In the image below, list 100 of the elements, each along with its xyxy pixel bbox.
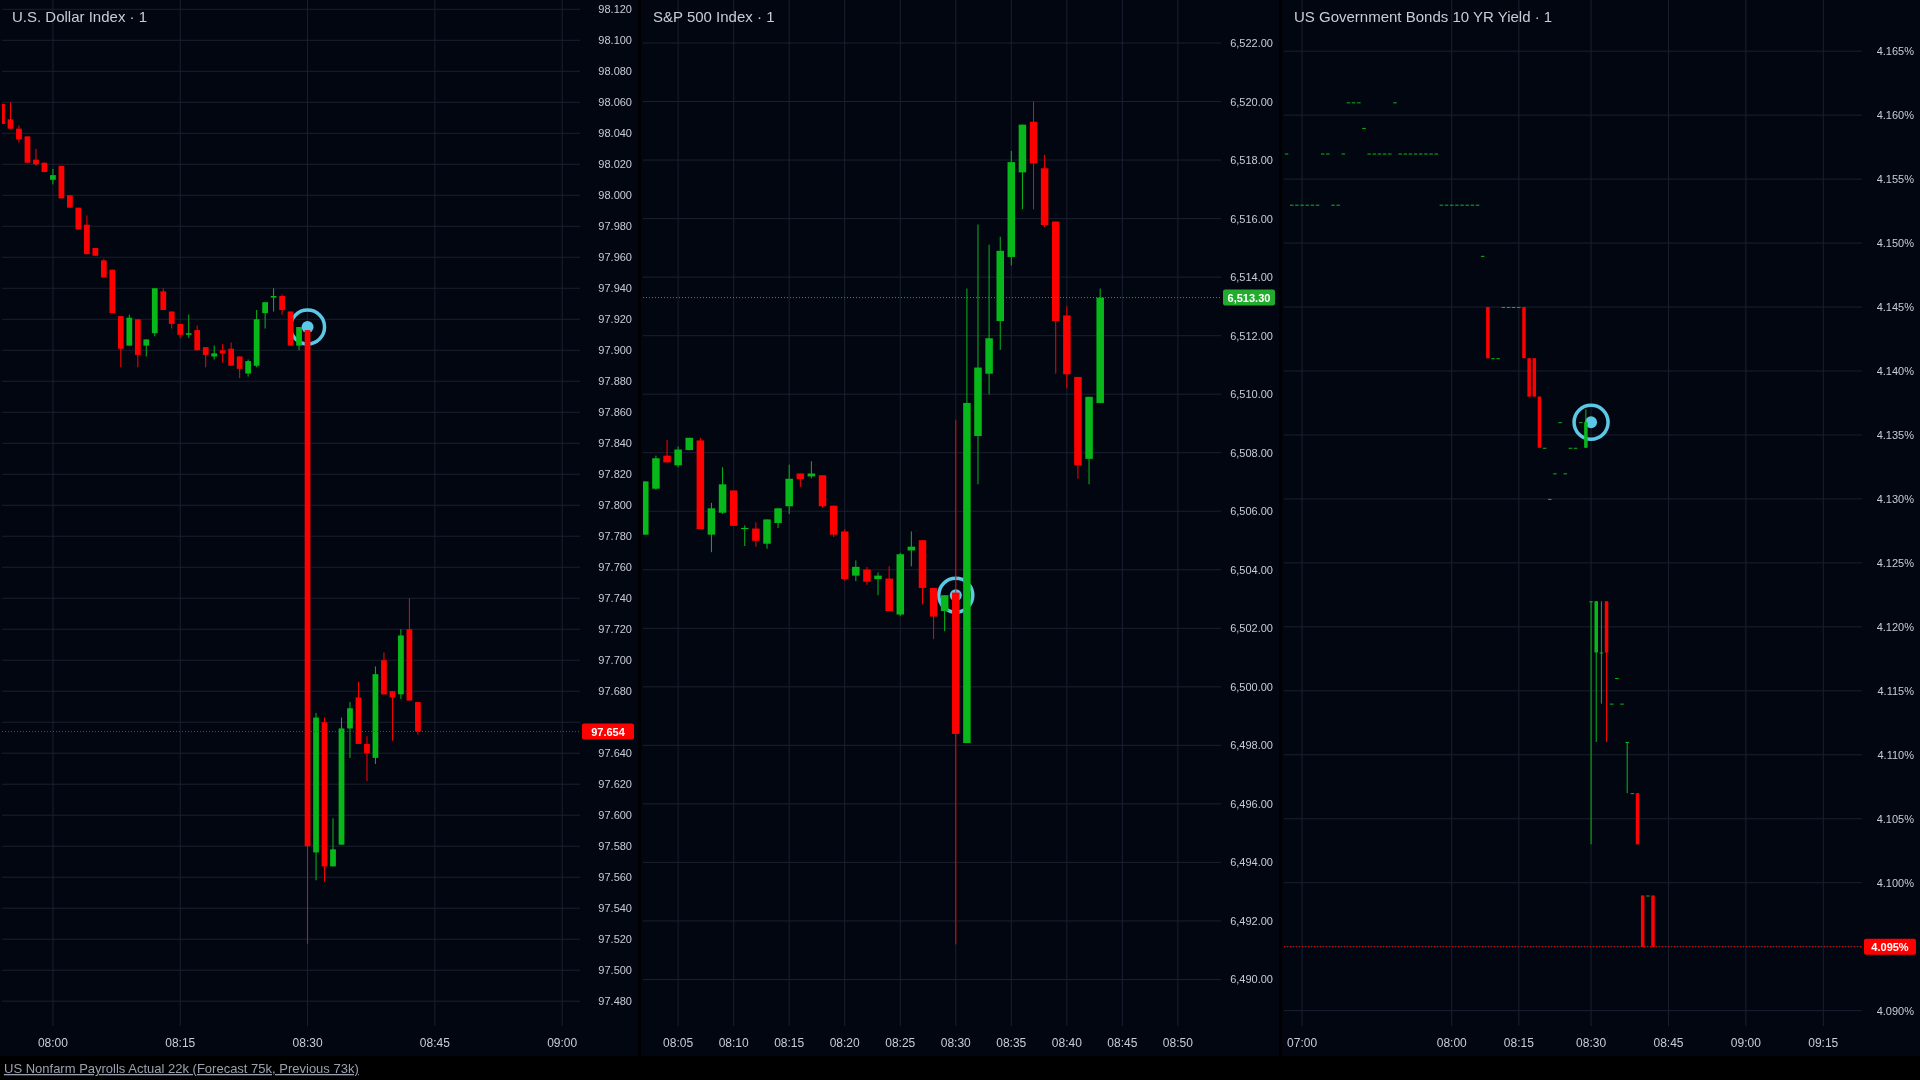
y-tick-label: 6,516.00	[1230, 212, 1273, 225]
candlestick	[279, 293, 285, 316]
x-tick-label: 08:30	[940, 1036, 972, 1050]
y-tick-label: 97.620	[598, 778, 632, 791]
y-tick-label: 6,520.00	[1230, 95, 1273, 108]
y-tick-label: 97.500	[598, 964, 632, 977]
ref-line-label: 4.095%	[1871, 940, 1909, 953]
y-tick-label: 4.165%	[1876, 45, 1915, 58]
x-tick-label: 08:15	[1503, 1036, 1535, 1050]
y-tick-label: 98.100	[598, 34, 632, 47]
candlestick	[852, 559, 860, 582]
ref-line-label: 6,513.30	[1227, 291, 1271, 304]
y-tick-label: 4.125%	[1876, 556, 1915, 569]
y-tick-label: 4.155%	[1876, 173, 1915, 186]
x-tick-label: 07:00	[1287, 1036, 1318, 1050]
x-tick-label: 08:35	[996, 1036, 1027, 1050]
y-tick-label: 98.060	[598, 96, 632, 109]
y-tick-label: 98.080	[598, 65, 632, 78]
y-tick-label: 4.140%	[1876, 365, 1915, 377]
x-tick-label: 08:45	[1107, 1036, 1138, 1050]
y-tick-label: 4.145%	[1876, 301, 1915, 314]
y-tick-label: 97.580	[598, 840, 632, 853]
text: US Government Bonds 10 YR Yield · 1	[1294, 8, 1553, 25]
candlestick	[50, 168, 56, 185]
y-tick-label: 98.040	[598, 127, 632, 140]
candlestick	[228, 342, 235, 367]
y-tick-label: 97.900	[598, 344, 632, 357]
candlestick	[202, 346, 209, 368]
y-tick-label: 97.680	[598, 685, 632, 698]
x-tick-label: 08:45	[1653, 1036, 1684, 1050]
y-tick-label: 97.720	[598, 623, 632, 636]
y-tick-label: 4.110%	[1877, 748, 1915, 761]
y-tick-label: 6,494.00	[1230, 856, 1273, 869]
candlestick	[270, 287, 277, 313]
y-tick-label: 4.100%	[1876, 876, 1915, 889]
y-tick-label: 97.740	[598, 592, 632, 605]
y-tick-label: 97.520	[598, 933, 632, 946]
candlestick	[774, 507, 782, 529]
y-tick-label: 6,518.00	[1230, 154, 1273, 167]
y-tick-label: 6,512.00	[1230, 329, 1273, 342]
candlestick	[7, 101, 14, 130]
y-tick-label: 97.980	[598, 220, 632, 233]
candlestick	[347, 701, 353, 759]
y-tick-label: 6,496.00	[1230, 797, 1273, 810]
x-tick-label: 08:40	[1051, 1036, 1083, 1050]
candlestick	[364, 735, 370, 782]
y-tick-label: 97.600	[598, 809, 632, 822]
y-tick-label: 6,514.00	[1230, 271, 1273, 284]
y-tick-label: 4.120%	[1876, 620, 1915, 633]
y-tick-label: 97.700	[598, 654, 632, 667]
y-tick-label: 6,490.00	[1230, 973, 1273, 986]
y-tick-label: 98.120	[598, 3, 632, 16]
x-tick-label: 08:05	[663, 1036, 694, 1050]
y-tick-label: 97.780	[598, 530, 632, 543]
candlestick	[874, 571, 882, 596]
y-tick-label: 4.105%	[1876, 812, 1915, 825]
candlestick	[262, 301, 268, 330]
candlestick	[185, 314, 192, 339]
candlestick	[296, 326, 302, 351]
y-tick-label: 4.150%	[1876, 237, 1915, 250]
y-tick-label: 98.000	[598, 189, 632, 202]
y-tick-label: 6,506.00	[1230, 505, 1273, 518]
ref-line-label: 97.654	[591, 725, 626, 738]
y-tick-label: 6,522.00	[1230, 37, 1273, 50]
y-tick-label: 97.540	[598, 902, 632, 915]
candlestick	[752, 521, 760, 548]
text: S&P 500 Index · 1	[653, 8, 775, 25]
y-tick-label: 97.920	[598, 313, 632, 326]
y-tick-label: 6,492.00	[1230, 914, 1273, 927]
x-tick-label: 08:30	[292, 1036, 323, 1050]
candlestick	[219, 343, 226, 364]
y-tick-label: 97.480	[598, 995, 632, 1008]
y-tick-label: 6,504.00	[1230, 563, 1273, 576]
y-tick-label: 97.860	[598, 406, 632, 419]
y-tick-label: 97.940	[598, 282, 632, 295]
candlestick	[940, 594, 949, 632]
candlestick	[194, 324, 201, 351]
y-tick-label: 97.960	[598, 251, 632, 264]
y-tick-label: 98.020	[598, 158, 632, 171]
x-tick-label: 08:30	[1576, 1036, 1607, 1050]
y-tick-label: 4.135%	[1876, 428, 1915, 441]
candlestick	[330, 817, 336, 867]
y-tick-label: 6,510.00	[1230, 388, 1273, 401]
x-tick-label: 09:00	[547, 1036, 578, 1050]
x-tick-label: 09:00	[1730, 1036, 1762, 1050]
y-tick-label: 97.760	[598, 561, 632, 574]
x-tick-label: 08:10	[718, 1036, 750, 1050]
candlestick	[1625, 741, 1629, 794]
y-tick-label: 4.090%	[1876, 1004, 1915, 1017]
x-tick-label: 08:00	[1436, 1036, 1468, 1050]
y-tick-label: 6,508.00	[1230, 446, 1273, 459]
y-tick-label: 97.840	[598, 437, 632, 450]
x-tick-label: 08:00	[37, 1036, 69, 1050]
text: U.S. Dollar Index · 1	[12, 8, 148, 25]
y-tick-label: 4.130%	[1876, 492, 1915, 505]
x-tick-label: 08:25	[885, 1036, 916, 1050]
y-tick-label: 97.880	[598, 375, 632, 388]
y-tick-label: 6,502.00	[1230, 622, 1273, 635]
candlestick	[674, 446, 682, 468]
y-tick-label: 97.820	[598, 468, 632, 481]
